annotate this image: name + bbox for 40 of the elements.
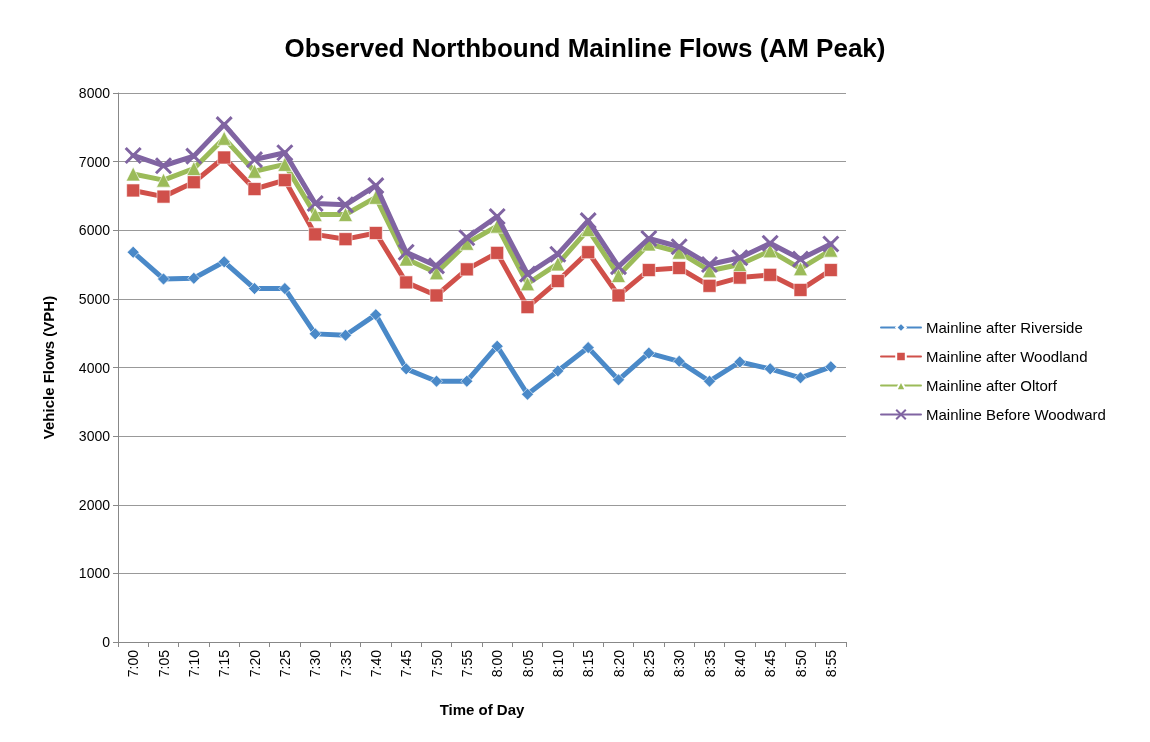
- x-tick-label: 8:40: [731, 649, 748, 678]
- x-tick-label: 7:40: [367, 649, 384, 678]
- x-tick-label: 7:45: [398, 649, 415, 678]
- x-tick-label: 7:25: [276, 649, 293, 678]
- x-tick-label: 8:20: [610, 649, 627, 678]
- x-tick-label: 8:35: [701, 649, 718, 678]
- legend-label: Mainline after Riverside: [926, 319, 1083, 336]
- x-tick-label: 7:10: [185, 649, 202, 678]
- y-tick-label: 7000: [78, 153, 111, 170]
- x-tick-label: 8:00: [489, 649, 506, 678]
- y-tick-label: 1000: [78, 565, 111, 582]
- y-axis-title: Vehicle Flows (VPH): [40, 295, 57, 440]
- y-tick-label: 6000: [78, 222, 111, 239]
- x-tick-label: 7:00: [125, 649, 142, 678]
- legend-label: Mainline after Oltorf: [926, 377, 1058, 394]
- x-axis-title: Time of Day: [439, 701, 526, 718]
- x-tick-label: 7:05: [155, 649, 172, 678]
- x-tick-label: 8:30: [671, 649, 688, 678]
- x-tick-label: 7:30: [307, 649, 324, 678]
- x-tick-label: 8:10: [549, 649, 566, 678]
- x-tick-label: 8:25: [640, 649, 657, 678]
- x-tick-label: 8:15: [580, 649, 597, 678]
- x-tick-label: 8:05: [519, 649, 536, 678]
- x-tick-label: 8:50: [792, 649, 809, 678]
- legend-label: Mainline Before Woodward: [926, 406, 1106, 423]
- x-tick-label: 7:35: [337, 649, 354, 678]
- x-tick-label: 7:20: [246, 649, 263, 678]
- y-tick-label: 3000: [78, 428, 111, 445]
- legend-label: Mainline after Woodland: [926, 348, 1088, 365]
- y-tick-label: 4000: [78, 359, 111, 376]
- y-tick-label: 5000: [78, 290, 111, 307]
- x-tick-label: 7:15: [216, 649, 233, 678]
- chart-title: Observed Northbound Mainline Flows (AM Peak): [284, 33, 886, 63]
- x-tick-label: 7:55: [458, 649, 475, 678]
- y-tick-label: 2000: [78, 496, 111, 513]
- x-tick-label: 8:45: [762, 649, 779, 678]
- x-tick-label: 8:55: [822, 649, 839, 678]
- x-tick-label: 7:50: [428, 649, 445, 678]
- y-tick-label: 0: [102, 634, 111, 650]
- y-tick-label: 8000: [78, 85, 111, 101]
